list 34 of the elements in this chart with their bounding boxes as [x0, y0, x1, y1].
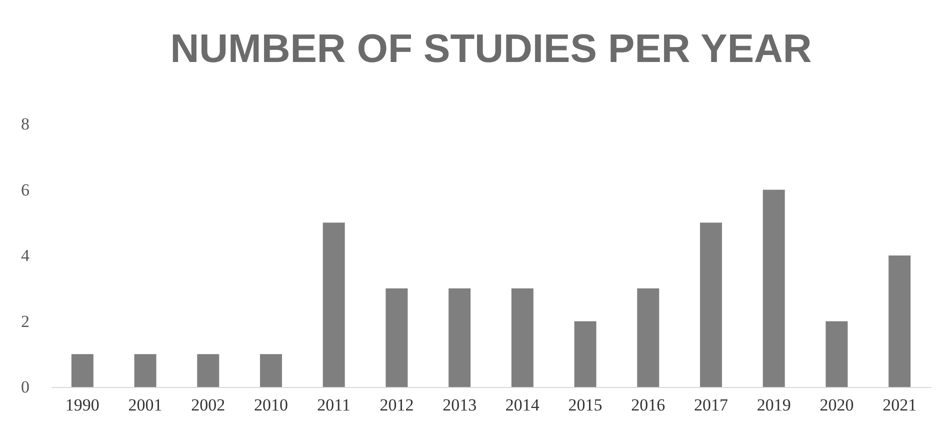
- bar: [700, 222, 722, 387]
- bar: [322, 222, 345, 387]
- x-tick-label: 2019: [756, 396, 791, 414]
- bar: [386, 288, 408, 387]
- x-tick-label: 2010: [254, 396, 288, 414]
- y-tick-label: 4: [21, 246, 30, 265]
- bar: [574, 321, 596, 387]
- x-tick-label: 2013: [442, 396, 477, 414]
- x-tick-label: 2015: [568, 396, 602, 414]
- x-tick-label: 2011: [317, 396, 351, 414]
- bar: [448, 288, 471, 387]
- bar: [134, 354, 156, 387]
- x-tick-label: 2017: [694, 396, 728, 414]
- bar: [762, 190, 785, 387]
- y-tick-label: 2: [21, 312, 30, 331]
- x-tick-label: 2021: [882, 396, 917, 414]
- bar: [826, 321, 848, 387]
- bar: [637, 288, 660, 387]
- bar: [260, 354, 282, 387]
- bar: [71, 354, 94, 387]
- bar: [197, 354, 220, 387]
- x-tick-label: 2016: [631, 396, 666, 414]
- x-tick-label: 2012: [380, 396, 414, 414]
- bar: [511, 288, 534, 387]
- x-tick-label: 2001: [128, 396, 162, 414]
- x-tick-label: 1990: [65, 396, 100, 414]
- chart-title: NUMBER OF STUDIES PER YEAR: [170, 27, 812, 71]
- y-tick-label: 6: [21, 180, 30, 200]
- x-tick-label: 2002: [191, 396, 226, 414]
- bar: [888, 256, 911, 387]
- y-tick-label: 0: [21, 378, 30, 396]
- y-tick-label: 8: [21, 114, 30, 134]
- x-tick-label: 2020: [820, 396, 854, 414]
- x-tick-label: 2014: [505, 396, 540, 414]
